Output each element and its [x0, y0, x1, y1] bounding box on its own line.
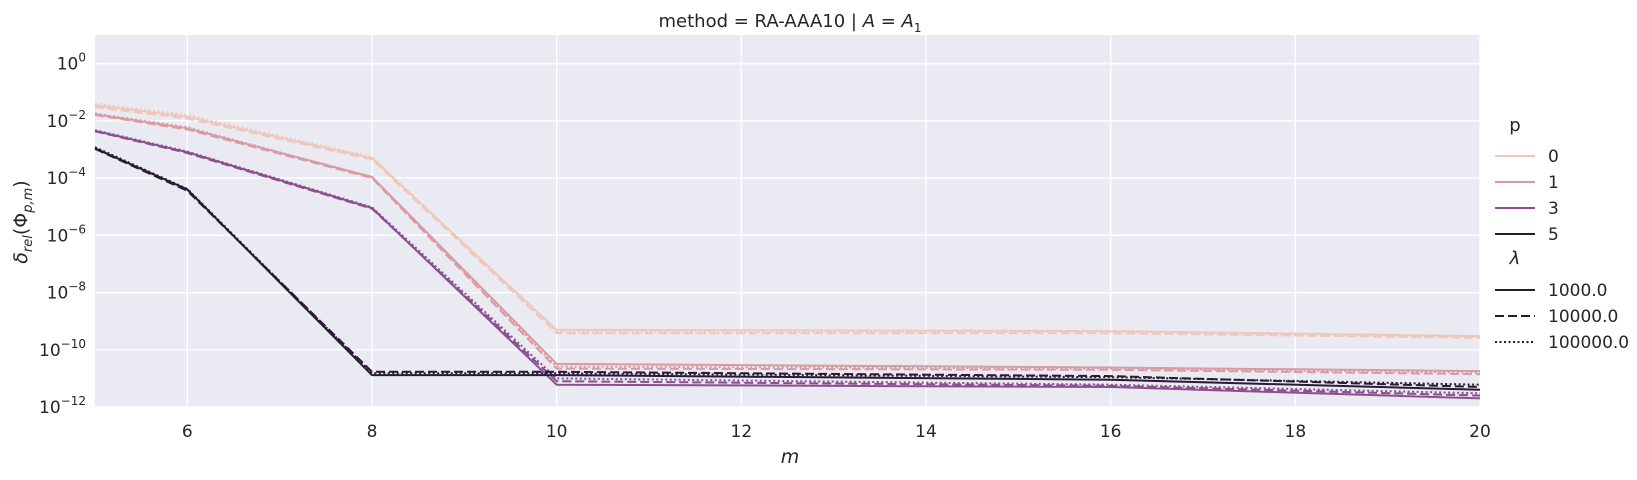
y-tick-label: 10−8	[47, 280, 86, 304]
series-line-p1-solid	[94, 113, 1481, 373]
x-tick-labels: 6 8 10 12 14 16 18 20	[182, 422, 1491, 442]
x-tick-label: 12	[731, 422, 753, 442]
y-tick-labels: 100 10−2 10−4 10−6 10−8 10−10 10−12	[39, 51, 86, 418]
series-line-p5-solid	[94, 147, 1481, 391]
title-prefix: method = RA-AAA10 |	[659, 11, 863, 32]
x-tick-label: 10	[546, 422, 568, 442]
y-label-close: )	[10, 180, 32, 187]
y-tick-label: 10−10	[39, 337, 86, 361]
legend-hue-title: p	[1509, 115, 1520, 136]
x-tick-label: 18	[1285, 422, 1307, 442]
series-lines	[94, 102, 1481, 400]
legend-hue-label: 0	[1548, 147, 1559, 167]
legend-style-label: 1000.0	[1548, 281, 1607, 301]
legend-hue-label: 5	[1548, 225, 1559, 245]
y-label-sub: rel	[21, 235, 36, 252]
title-sub: 1	[914, 21, 922, 35]
series-line-p1-dotted	[94, 112, 1481, 374]
y-tick-label: 10−2	[47, 108, 86, 132]
x-axis-label: m	[781, 446, 800, 468]
x-tick-label: 20	[1469, 422, 1491, 442]
y-label-main: δ	[10, 252, 32, 264]
x-tick-label: 6	[182, 422, 193, 442]
y-tick-label: 10−6	[47, 222, 86, 246]
legend: p 0 1 3 5 λ 1000.0 10000.0 100000.0	[1495, 115, 1629, 353]
y-axis-label: δrel(Φp,m)	[10, 180, 36, 263]
legend-hue-label: 3	[1548, 199, 1559, 219]
x-tick-label: 16	[1100, 422, 1122, 442]
series-line-p0-dashed	[94, 106, 1481, 339]
chart-title: method = RA-AAA10 | A = A1	[659, 11, 922, 35]
legend-hue-label: 1	[1548, 173, 1559, 193]
y-tick-label: 10−4	[47, 165, 86, 189]
y-label-paren: (Φ	[10, 213, 32, 235]
series-line-p5-dotted	[94, 146, 1481, 386]
y-label-sub2: p,m	[21, 188, 36, 214]
series-line-p0-dotted	[94, 102, 1481, 338]
y-tick-label: 10−12	[39, 394, 86, 418]
series-line-p1-dashed	[94, 114, 1481, 376]
title-math: A = A	[862, 11, 914, 32]
series-line-p3-dashed	[94, 130, 1481, 397]
legend-style-title: λ	[1509, 248, 1521, 269]
grid	[95, 35, 1481, 408]
plot-area	[95, 35, 1480, 407]
legend-style-label: 10000.0	[1548, 307, 1618, 327]
x-tick-label: 14	[915, 422, 937, 442]
legend-style-label: 100000.0	[1548, 333, 1629, 353]
x-tick-label: 8	[367, 422, 378, 442]
y-tick-label: 100	[57, 51, 86, 75]
